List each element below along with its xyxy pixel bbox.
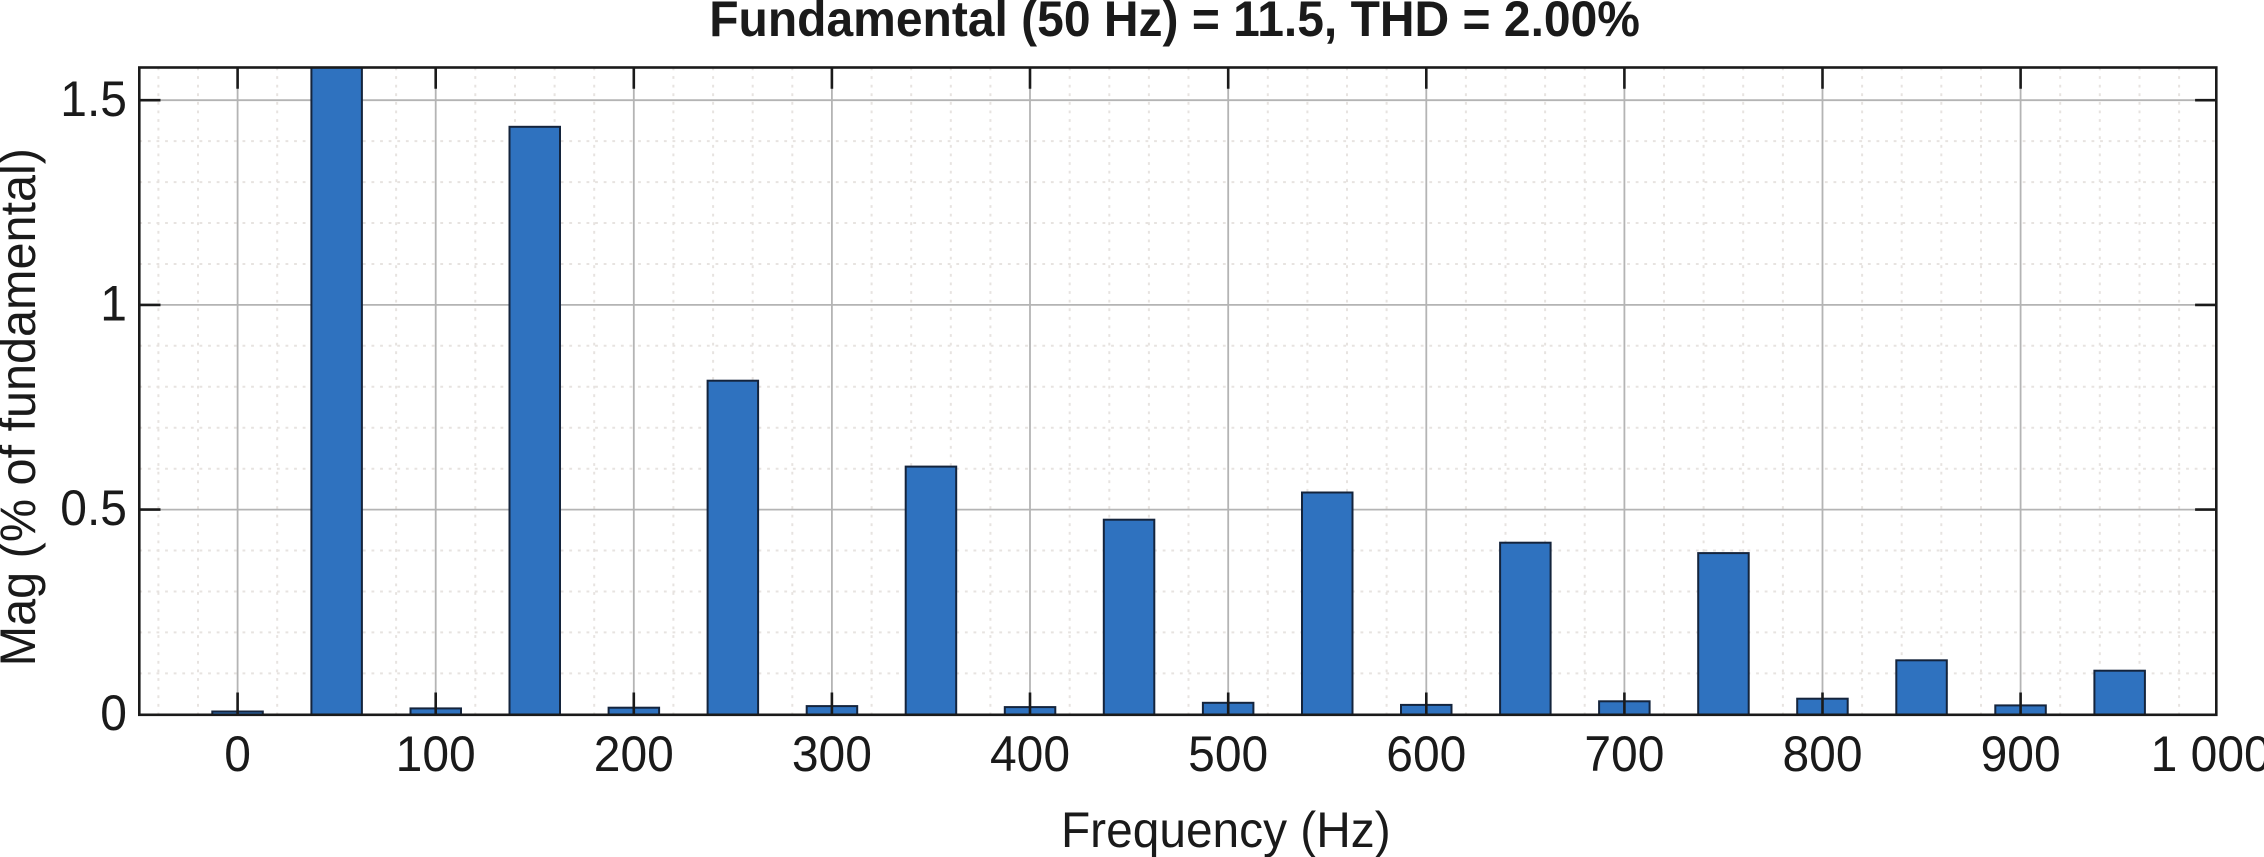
svg-text:500: 500 [1188,727,1268,782]
svg-text:0.5: 0.5 [60,481,127,536]
svg-text:100: 100 [396,727,476,782]
svg-text:700: 700 [1584,727,1664,782]
svg-text:200: 200 [594,727,674,782]
svg-text:0: 0 [224,727,251,782]
svg-text:600: 600 [1386,727,1466,782]
svg-text:1.5: 1.5 [60,72,127,127]
svg-text:1: 1 [100,277,127,332]
svg-text:Frequency (Hz): Frequency (Hz) [1061,803,1391,857]
svg-text:400: 400 [990,727,1070,782]
svg-text:300: 300 [792,727,872,782]
svg-text:900: 900 [1981,727,2061,782]
svg-text:800: 800 [1782,727,1862,782]
svg-text:1 000: 1 000 [2151,727,2264,782]
svg-text:Fundamental (50 Hz) = 11.5, TH: Fundamental (50 Hz) = 11.5, THD = 2.00% [709,0,1640,47]
svg-text:0: 0 [100,686,127,741]
svg-text:Mag (% of fundamental): Mag (% of fundamental) [0,148,46,666]
